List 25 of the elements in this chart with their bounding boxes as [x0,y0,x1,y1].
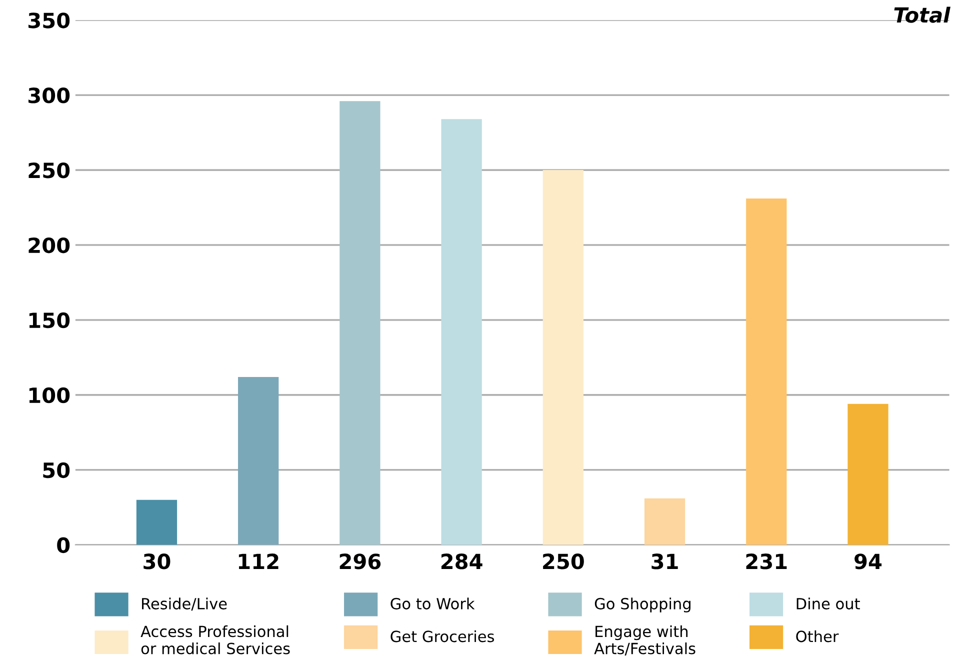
legend-label: Dine out [796,598,860,610]
x-tick-label: 250 [543,554,584,570]
y-tick-label: 0 [57,537,70,554]
x-tick-label: 31 [652,554,678,570]
y-tick-label: 50 [43,462,70,478]
x-tick-label: 112 [238,554,278,570]
y-tick-label: 250 [28,162,70,178]
annotation: Total [894,6,950,23]
x-tick-label: 284 [441,554,482,570]
y-tick-label: 150 [29,312,70,328]
x-tick-label: 94 [854,554,882,570]
legend-label: Get Groceries [390,630,494,642]
y-tick-label: 300 [28,88,70,104]
legend-label: Go to Work [390,598,475,610]
x-tick-label: 231 [746,554,787,570]
y-tick-label: 200 [28,237,70,254]
x-tick-label: 30 [144,554,170,570]
legend-label: Access Professional or medical Services [140,625,290,654]
legend-label: Reside/Live [142,598,227,611]
legend-label: Go Shopping [594,598,690,612]
y-tick-label: 100 [29,387,70,404]
legend-label: Other [796,630,839,642]
y-tick-label: 350 [28,12,70,28]
legend-label: Engage with Arts/Festivals [594,625,696,656]
x-tick-label: 296 [340,554,381,570]
